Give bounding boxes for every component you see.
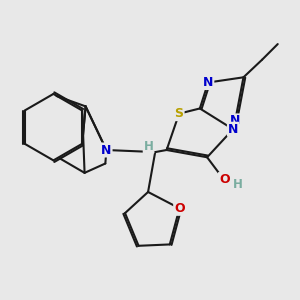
Text: H: H — [233, 178, 243, 191]
Text: N: N — [101, 143, 112, 157]
Text: N: N — [203, 76, 213, 89]
Text: H: H — [144, 140, 154, 153]
Text: O: O — [219, 173, 230, 186]
Text: N: N — [228, 123, 238, 136]
Text: O: O — [174, 202, 185, 215]
Text: S: S — [175, 107, 184, 120]
Text: N: N — [230, 114, 240, 128]
